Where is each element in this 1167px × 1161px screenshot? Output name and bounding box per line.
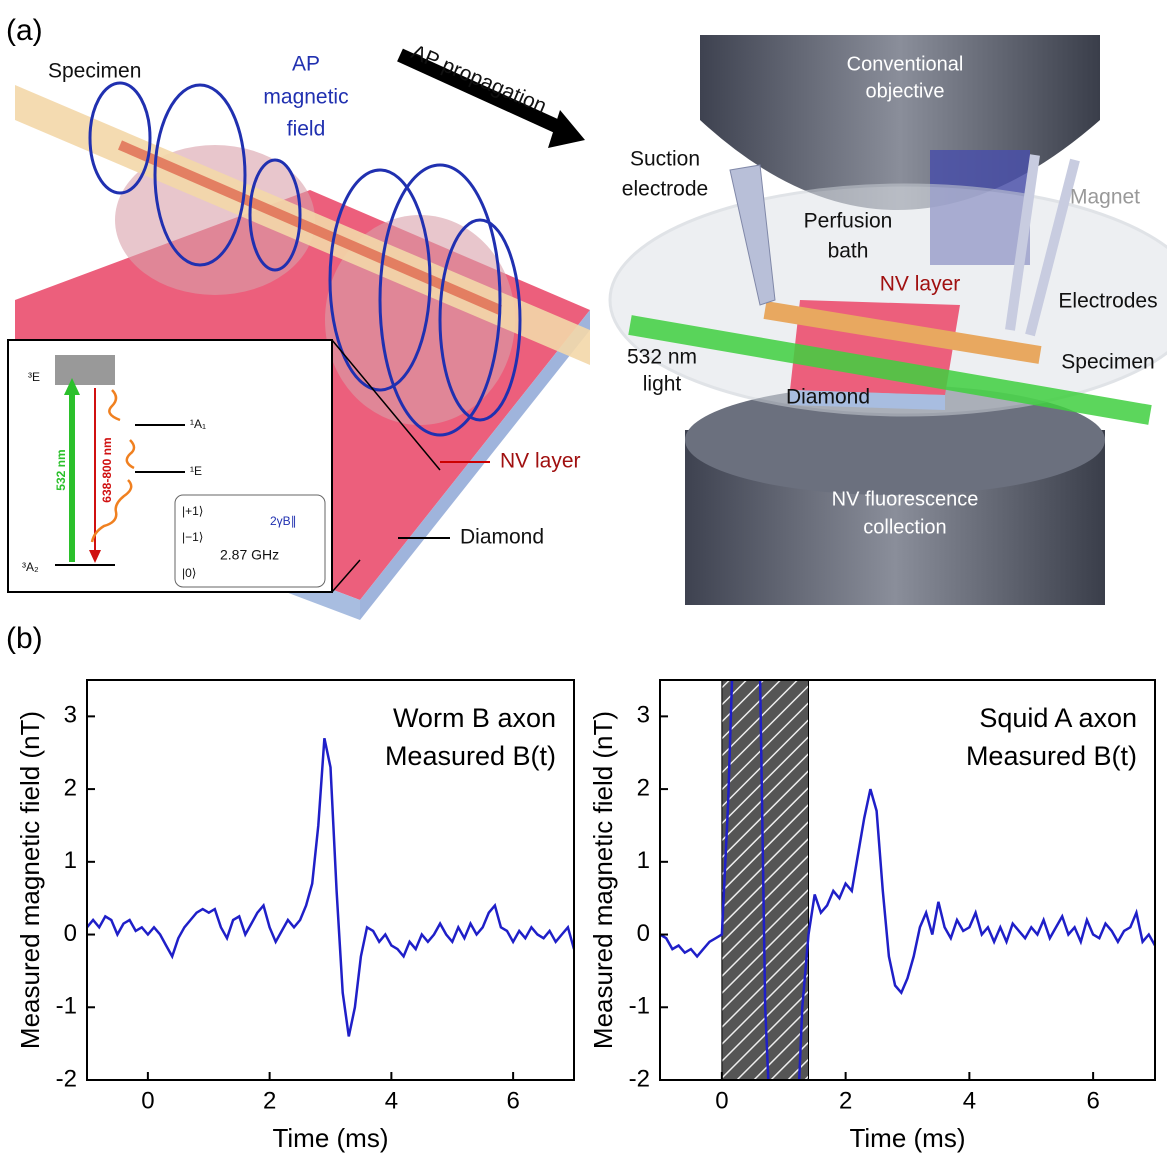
label: 2γB∥	[270, 514, 297, 528]
band	[55, 355, 115, 385]
y-tick-label: -1	[629, 993, 650, 1020]
label: ³E	[28, 370, 40, 384]
plot-frame	[659, 679, 1156, 1081]
label: Specimen	[1061, 351, 1154, 374]
propagation-arrow	[397, 48, 568, 137]
y-tick-label: 0	[64, 920, 77, 947]
y-tick-label: 0	[637, 920, 650, 947]
y-tick-label: 3	[637, 702, 650, 729]
data-line	[87, 737, 574, 1037]
electrode	[1025, 158, 1080, 337]
electrode	[1005, 154, 1040, 331]
specimen	[763, 301, 1042, 364]
label: field	[287, 118, 326, 141]
zoom-line	[331, 339, 441, 471]
right-diagram: Conventional objective Suction electrode…	[608, 35, 1167, 605]
label: ³A₂	[22, 560, 39, 574]
x-tick-label: 6	[1086, 1087, 1099, 1114]
x-tick-label: 4	[385, 1087, 398, 1114]
label: 638-800 nm	[100, 437, 114, 502]
light-beam	[628, 315, 1152, 425]
label: electrode	[622, 178, 708, 201]
x-tick-label: 0	[715, 1087, 728, 1114]
label: light	[643, 373, 682, 396]
label: bath	[828, 240, 869, 263]
label: ¹E	[190, 464, 202, 478]
label: NV layer	[500, 450, 581, 473]
y-tick-label: -1	[56, 993, 77, 1020]
label: 2.87 GHz	[220, 547, 279, 563]
x-tick-label: 4	[963, 1087, 976, 1114]
decay-path	[90, 389, 136, 543]
label: Conventional	[847, 53, 964, 75]
label: 532 nm	[627, 346, 697, 369]
label: ¹A₁	[190, 417, 206, 431]
propagation-arrowhead	[548, 110, 585, 148]
label: Diamond	[460, 526, 544, 549]
red-arrowhead	[89, 550, 101, 563]
charts: -2 -1 0 1 2 3 0 2 4 6 Time (ms) Measured magnetic f…	[15, 679, 1156, 1153]
y-tick-label: 1	[64, 847, 77, 874]
y-tick-label: 1	[637, 847, 650, 874]
label: Perfusion	[804, 210, 893, 233]
y-axis-label: Measured magnetic field (nT)	[588, 711, 618, 1049]
x-axis-label: Time (ms)	[849, 1123, 965, 1153]
label: NV fluorescence	[832, 488, 979, 510]
label: |0⟩	[182, 566, 196, 580]
annotation: Measured B(t)	[966, 741, 1137, 771]
x-tick-label: 6	[506, 1087, 519, 1114]
label: Suction	[630, 148, 700, 171]
x-tick-label: 2	[839, 1087, 852, 1114]
panel-label: (a)	[6, 14, 43, 47]
green-arrowhead	[64, 378, 80, 395]
left-diagram: Specimen AP magnetic field AP propagatio…	[7, 41, 590, 620]
annotation: Squid A axon	[979, 703, 1137, 733]
x-tick-label: 2	[263, 1087, 276, 1114]
field-loops	[88, 81, 522, 437]
panel-label: (b)	[6, 622, 43, 655]
label: Diamond	[786, 386, 870, 409]
label: Electrodes	[1058, 290, 1157, 313]
x-axis-label: Time (ms)	[272, 1123, 388, 1153]
annotation: Measured B(t)	[385, 741, 556, 771]
data-line	[660, 680, 1155, 1080]
label: AP propagation	[408, 41, 550, 119]
ap-arrow	[118, 140, 502, 315]
label: AP	[292, 53, 320, 76]
lower-objective-top	[685, 385, 1105, 495]
diamond	[790, 390, 945, 410]
x-tick-label: 0	[141, 1087, 154, 1114]
y-axis-label: Measured magnetic field (nT)	[15, 711, 45, 1049]
zoom-line	[331, 559, 361, 593]
label: magnetic	[263, 86, 348, 109]
y-tick-label: 2	[637, 774, 650, 801]
y-tick-label: 2	[64, 774, 77, 801]
label: objective	[866, 80, 945, 102]
label: Specimen	[48, 60, 141, 83]
y-tick-label: 3	[64, 702, 77, 729]
label: |+1⟩	[182, 504, 203, 518]
label: 532 nm	[54, 449, 68, 490]
y-tick-label: -2	[629, 1065, 650, 1092]
label: |−1⟩	[182, 530, 203, 544]
annotation: Worm B axon	[393, 703, 556, 733]
label: collection	[863, 516, 946, 538]
suction-electrode	[729, 164, 776, 306]
diamond-edge	[360, 310, 590, 620]
label: Magnet	[1070, 186, 1140, 209]
y-tick-label: -2	[56, 1065, 77, 1092]
label: NV layer	[880, 273, 961, 296]
sublevel-box	[174, 494, 326, 588]
plot-frame	[86, 679, 575, 1081]
